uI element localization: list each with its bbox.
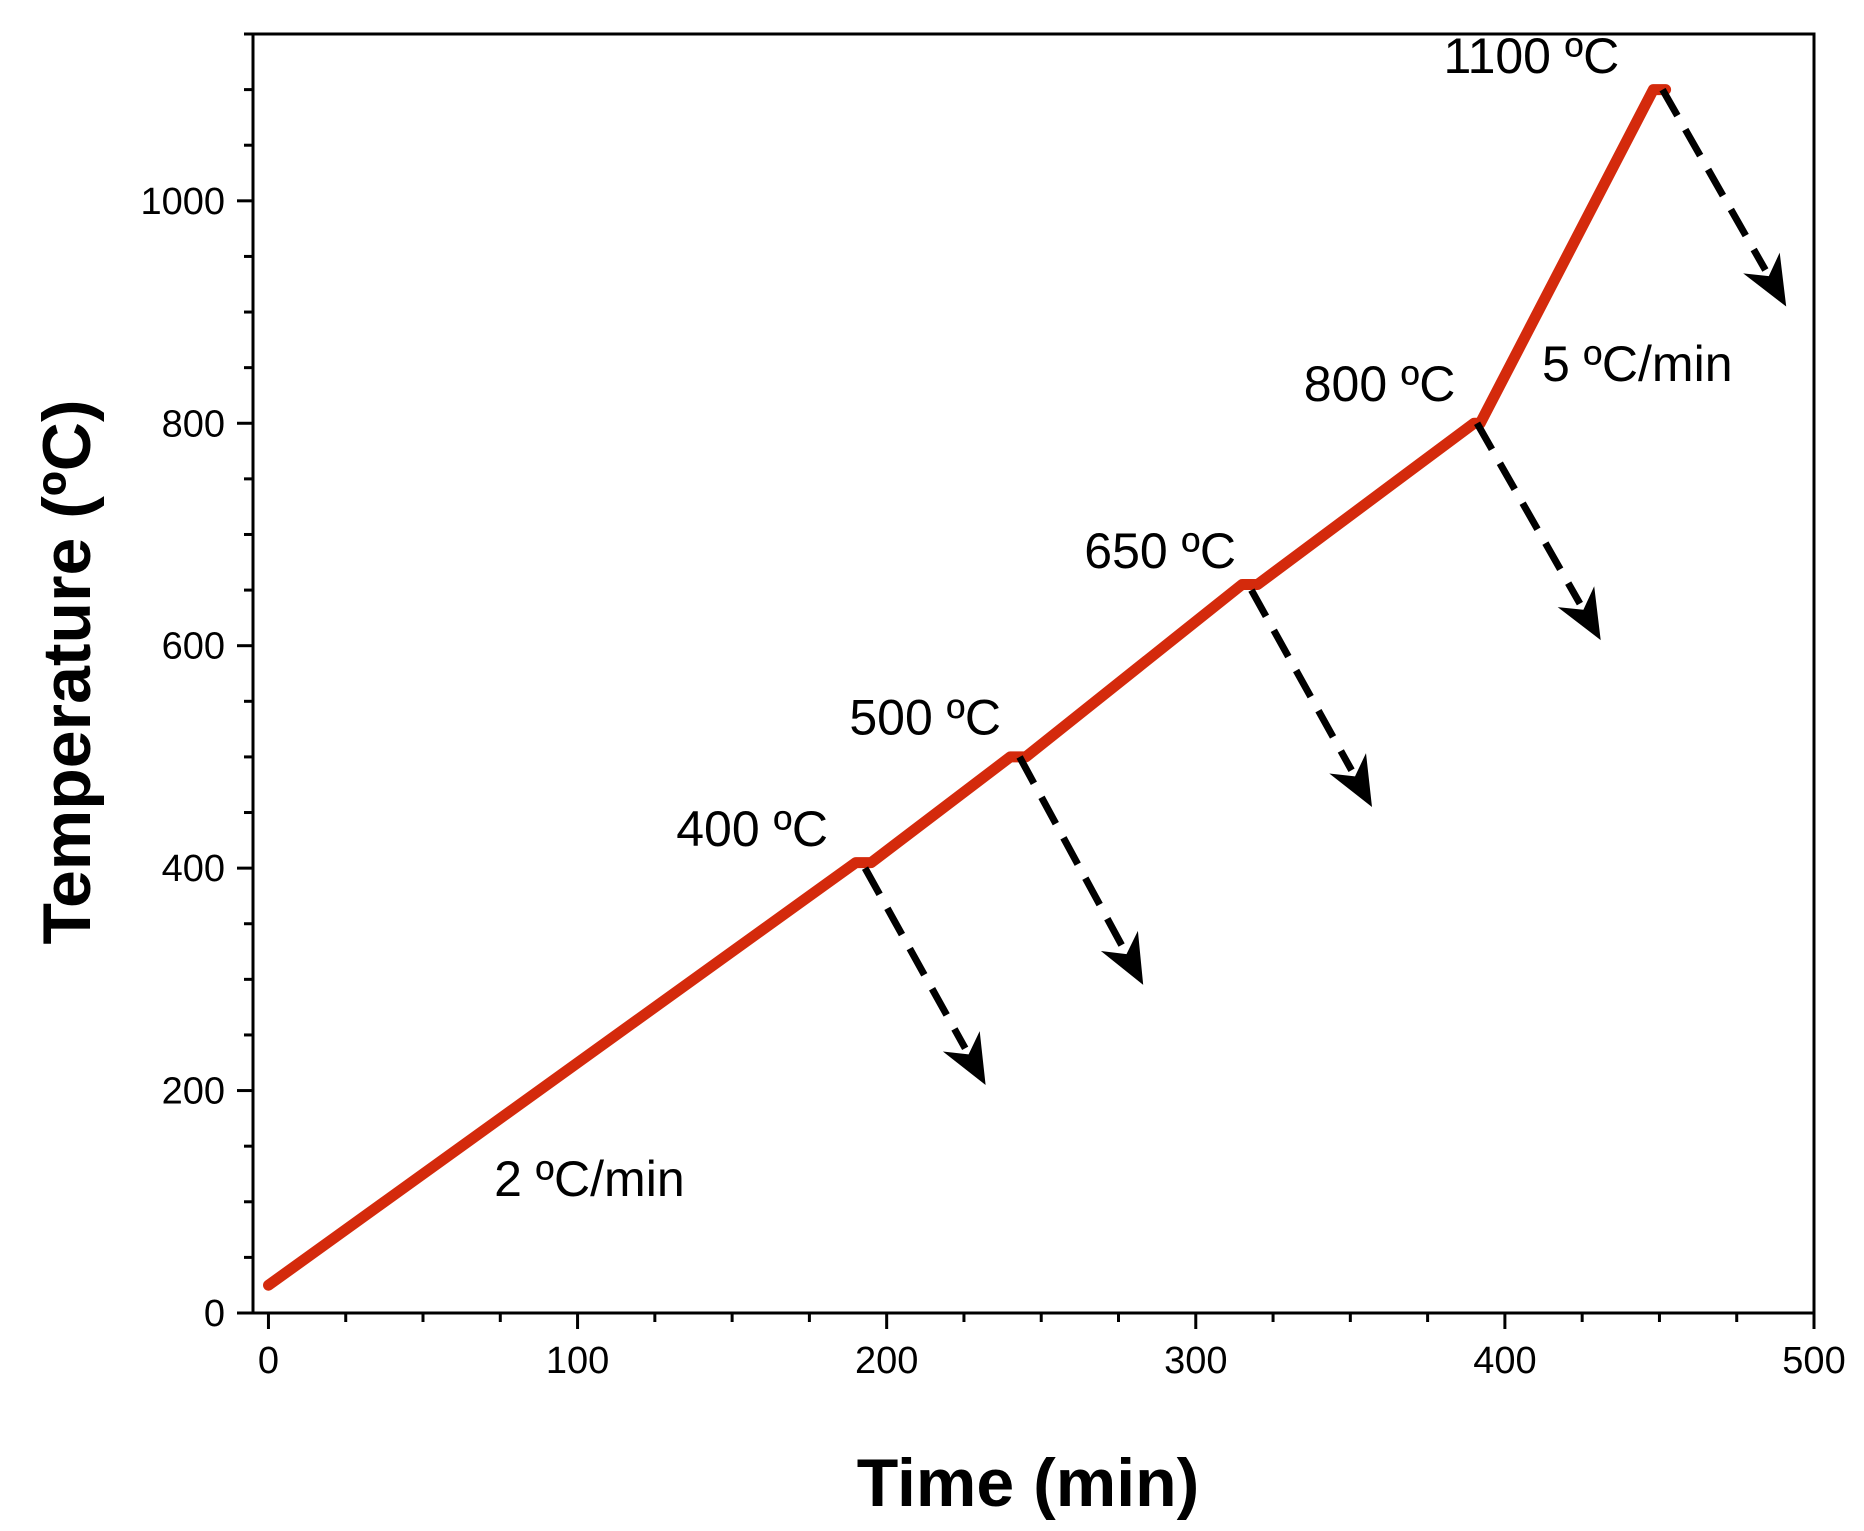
annotation-label: 2 ºC/min xyxy=(494,1151,685,1207)
plot-frame xyxy=(251,32,1816,1315)
y-tick-label: 1000 xyxy=(140,181,225,223)
annotation-label: 500 ºC xyxy=(849,690,1001,746)
x-tick-label: 0 xyxy=(258,1340,279,1382)
y-tick-label: 0 xyxy=(204,1293,225,1335)
cooling-arrow-head xyxy=(1329,753,1372,807)
cooling-arrow xyxy=(1016,755,1144,985)
cooling-arrow-shaft xyxy=(1016,755,1127,950)
cooling-arrow-shaft xyxy=(861,866,969,1050)
y-tick-label: 600 xyxy=(162,626,225,668)
annotation-label: 5 ºC/min xyxy=(1542,336,1733,392)
cooling-arrow-shaft xyxy=(1659,87,1769,272)
y-axis-title: Temperature (ºC) xyxy=(29,400,105,945)
cooling-arrow xyxy=(1474,421,1601,641)
annotation-label: 800 ºC xyxy=(1304,356,1456,412)
y-tick-label: 800 xyxy=(162,403,225,445)
series-line xyxy=(263,84,1672,1291)
y-tick-label: 400 xyxy=(162,848,225,890)
x-axis-title: Time (min) xyxy=(857,1445,1200,1521)
x-tick-label: 200 xyxy=(855,1340,918,1382)
annotation-label: 400 ºC xyxy=(676,801,828,857)
cooling-arrow xyxy=(861,866,986,1085)
cooling-arrow-head xyxy=(1100,930,1144,985)
cooling-arrow-head xyxy=(1557,586,1601,641)
cooling-arrow-shaft xyxy=(1474,421,1583,606)
cooling-arrow-head xyxy=(942,1031,986,1085)
cooling-arrow-head xyxy=(1743,252,1787,307)
cooling-arrow xyxy=(1659,87,1787,307)
y-tick-label: 200 xyxy=(162,1071,225,1113)
annotation-label: 650 ºC xyxy=(1084,523,1236,579)
x-tick-label: 400 xyxy=(1473,1340,1536,1382)
x-tick-label: 300 xyxy=(1164,1340,1227,1382)
x-tick-label: 100 xyxy=(546,1340,609,1382)
x-tick-label: 500 xyxy=(1782,1340,1845,1382)
annotation-label: 1100 ºC xyxy=(1443,28,1619,84)
cooling-arrow xyxy=(1248,588,1372,807)
cooling-arrow-shaft xyxy=(1248,588,1355,772)
